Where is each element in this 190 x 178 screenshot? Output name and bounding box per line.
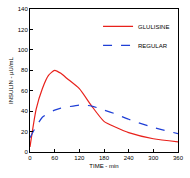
- svg-text:240: 240: [124, 155, 135, 161]
- svg-text:100: 100: [18, 47, 29, 53]
- svg-text:INSULIN - µU/mL: INSULIN - µU/mL: [8, 56, 14, 103]
- svg-text:360: 360: [173, 155, 184, 161]
- svg-text:0: 0: [24, 149, 28, 155]
- svg-text:60: 60: [51, 155, 58, 161]
- svg-text:TIME - min: TIME - min: [89, 163, 118, 169]
- svg-text:20: 20: [21, 129, 28, 135]
- svg-text:120: 120: [74, 155, 85, 161]
- svg-text:60: 60: [21, 88, 28, 94]
- svg-text:120: 120: [18, 27, 29, 33]
- svg-text:0: 0: [28, 155, 32, 161]
- svg-text:180: 180: [99, 155, 110, 161]
- svg-text:300: 300: [148, 155, 159, 161]
- svg-text:GLULISINE: GLULISINE: [138, 24, 169, 30]
- svg-text:REGULAR: REGULAR: [138, 43, 168, 49]
- svg-text:40: 40: [21, 108, 28, 114]
- svg-text:80: 80: [21, 67, 28, 73]
- svg-text:140: 140: [18, 6, 29, 12]
